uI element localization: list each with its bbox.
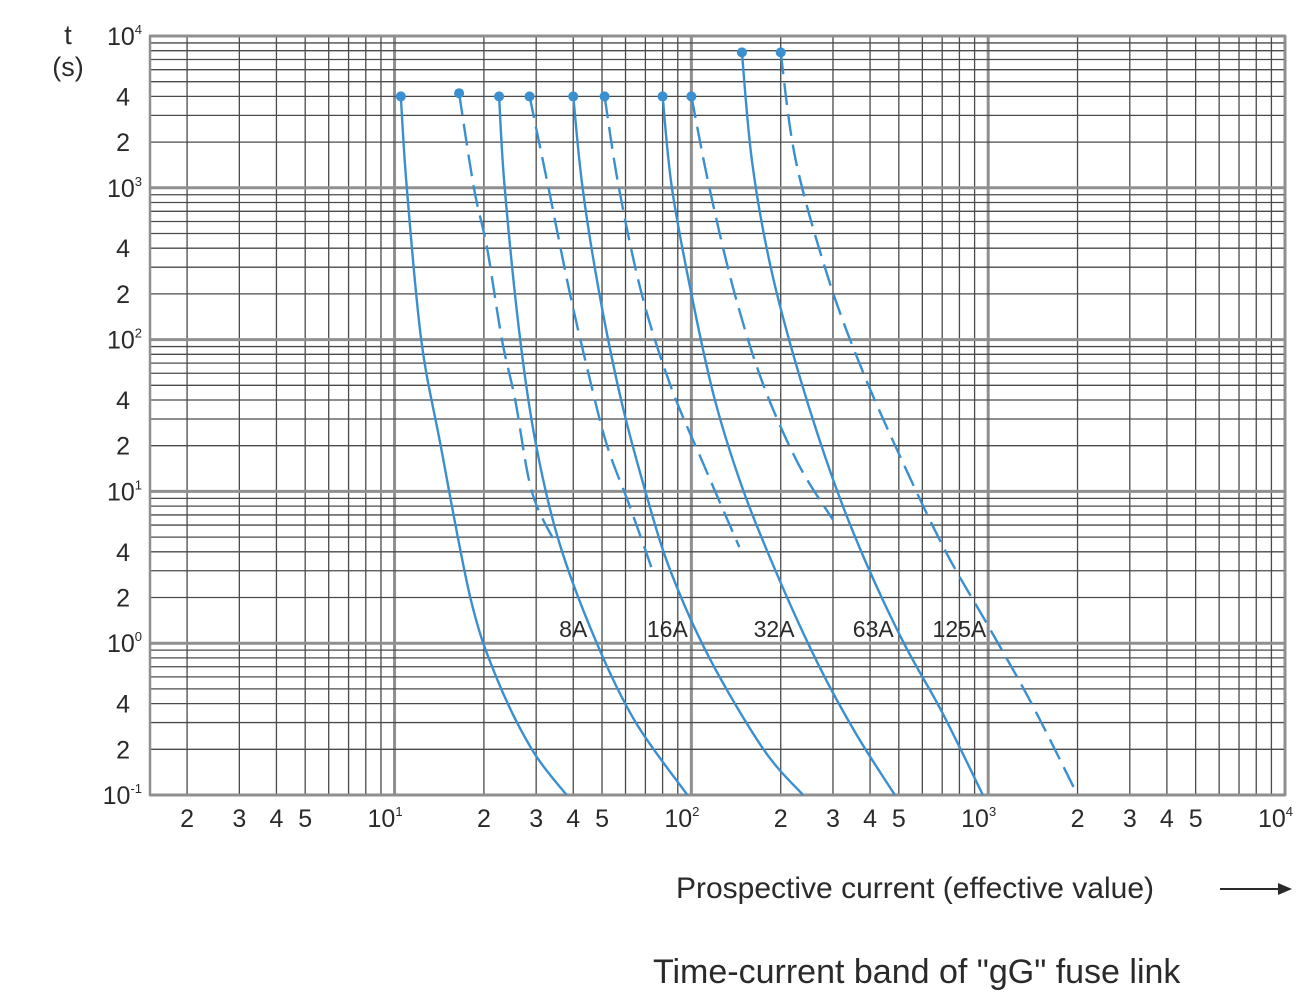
curve-8A-start-point <box>454 88 465 99</box>
y-tick-label: 102 <box>107 326 142 355</box>
x-tick-label: 3 <box>529 805 543 833</box>
curve-125A-start-point <box>775 47 786 58</box>
y-tick-label: 4 <box>116 387 130 415</box>
x-tick-label: 104 <box>1258 804 1293 833</box>
curve-8A-dashed <box>457 93 558 545</box>
curve-32A-start-point <box>568 91 579 102</box>
curves <box>395 47 1079 796</box>
y-tick-label: 2 <box>116 129 130 157</box>
curve-8A-start-point <box>395 91 406 102</box>
x-tick-label: 3 <box>232 805 246 833</box>
y-tick-label: 2 <box>116 736 130 764</box>
x-tick-label: 2 <box>1071 805 1085 833</box>
x-tick-label: 2 <box>774 805 788 833</box>
series-label-16A: 16A <box>647 616 689 642</box>
curve-63A-solid <box>661 96 896 796</box>
y-tick-label: 104 <box>107 22 142 51</box>
x-tick-label: 5 <box>892 805 906 833</box>
y-tick-label: 10-1 <box>103 781 142 810</box>
x-tick-label: 4 <box>269 805 283 833</box>
x-tick-label: 103 <box>961 804 996 833</box>
curve-8A-solid <box>399 96 568 796</box>
curve-63A-dashed <box>690 96 835 521</box>
curve-32A-dashed <box>603 96 741 548</box>
plot-frame <box>148 34 1287 797</box>
x-tick-label: 5 <box>298 805 312 833</box>
curve-16A-start-point <box>524 91 535 102</box>
x-tick-label: 4 <box>1160 805 1174 833</box>
curve-125A-dashed <box>779 52 1079 796</box>
x-tick-label: 3 <box>1123 805 1137 833</box>
y-axis-label-t: t <box>64 20 72 50</box>
x-tick-label: 5 <box>595 805 609 833</box>
y-tick-label: 2 <box>116 585 130 613</box>
y-tick-label: 100 <box>107 629 142 658</box>
y-tick-label: 2 <box>116 281 130 309</box>
x-axis-arrow-icon <box>1220 883 1292 895</box>
plot-background <box>150 36 1285 795</box>
grid <box>148 34 1287 797</box>
series-label-125A: 125A <box>933 616 987 642</box>
curve-16A-start-point <box>494 91 505 102</box>
series-labels: 8A 16A 32A 63A 125A <box>559 616 987 642</box>
x-axis-label: Prospective current (effective value) <box>676 872 1154 905</box>
x-tick-label: 5 <box>1189 805 1203 833</box>
chart-title: Time-current band of "gG" fuse link <box>653 953 1181 991</box>
series-label-32A: 32A <box>754 616 796 642</box>
curve-16A-dashed <box>528 96 654 572</box>
x-tick-label: 4 <box>566 805 580 833</box>
series-label-63A: 63A <box>853 616 895 642</box>
curve-63A-start-point <box>686 91 697 102</box>
y-tick-label: 4 <box>116 539 130 567</box>
x-tick-label: 2 <box>477 805 491 833</box>
series-label-8A: 8A <box>559 616 588 642</box>
x-tick-labels: 2 3 4 5 101 2 3 4 5 102 2 3 4 5 103 2 3 4 5 104 <box>180 804 1293 833</box>
y-tick-label: 2 <box>116 433 130 461</box>
curve-32A-start-point <box>599 91 610 102</box>
y-tick-label: 103 <box>107 174 142 203</box>
x-tick-label: 102 <box>664 804 699 833</box>
y-axis-label-unit: (s) <box>52 52 83 82</box>
curve-16A-solid <box>497 96 689 796</box>
y-tick-label: 4 <box>116 83 130 111</box>
curve-125A-start-point <box>736 47 747 58</box>
x-tick-label: 3 <box>826 805 840 833</box>
curve-32A-solid <box>572 96 805 796</box>
x-tick-label: 2 <box>180 805 194 833</box>
x-tick-label: 4 <box>863 805 877 833</box>
y-tick-label: 4 <box>116 235 130 263</box>
y-tick-label: 101 <box>107 477 142 506</box>
curve-63A-start-point <box>657 91 668 102</box>
curve-125A-solid <box>740 52 984 796</box>
x-tick-label: 101 <box>368 804 403 833</box>
y-tick-label: 4 <box>116 691 130 719</box>
y-tick-labels: 104 4 2 103 4 2 102 4 2 101 4 2 100 4 2 10-1 <box>103 22 142 810</box>
